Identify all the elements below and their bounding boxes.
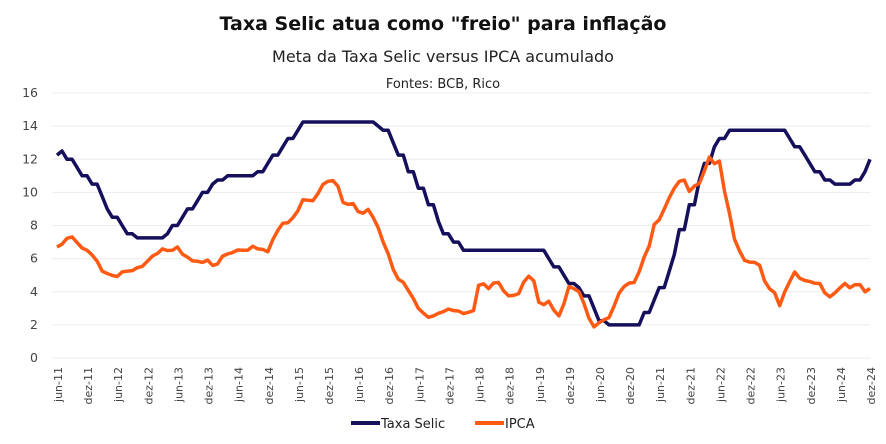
x-tick-label: dez-21 [684, 367, 697, 405]
series-line-taxa-selic [55, 120, 872, 327]
x-tick-label: dez-12 [142, 367, 155, 405]
legend-item-ipca: IPCA [475, 417, 535, 432]
y-tick-label: 14 [22, 118, 38, 133]
x-tick-label: jun-22 [714, 367, 727, 403]
y-tick-label: 4 [30, 284, 38, 299]
x-tick-label: jun-11 [52, 367, 65, 403]
legend: Taxa Selic IPCA [351, 417, 535, 432]
chart-title: Taxa Selic atua como "freio" para inflaç… [220, 13, 667, 35]
y-axis: 0 2 4 6 8 10 12 14 16 [22, 85, 38, 365]
y-tick-label: 2 [30, 317, 38, 332]
x-tick-label: dez-13 [203, 367, 216, 405]
x-tick-label: jun-20 [594, 367, 607, 403]
x-tick-label: dez-22 [745, 367, 758, 405]
x-tick-label: jun-21 [654, 367, 667, 403]
x-tick-label: jun-24 [835, 367, 848, 403]
series-line-ipca [56, 155, 871, 329]
chart-subtitle: Meta da Taxa Selic versus IPCA acumulado [272, 47, 614, 66]
x-tick-label: jun-16 [353, 367, 366, 403]
y-tick-label: 8 [30, 218, 38, 233]
x-tick-label: jun-23 [775, 367, 788, 403]
chart-source: Fontes: BCB, Rico [386, 77, 500, 92]
legend-label-ipca: IPCA [505, 417, 535, 432]
x-tick-label: jun-18 [474, 367, 487, 403]
x-tick-label: dez-17 [443, 367, 456, 405]
x-tick-label: jun-13 [172, 367, 185, 403]
x-axis: jun-11 dez-11 jun-12 dez-12 jun-13 dez-13 jun-… [52, 367, 878, 405]
x-tick-label: dez-24 [865, 367, 878, 405]
x-tick-label: dez-14 [263, 367, 276, 405]
x-tick-label: jun-14 [233, 367, 246, 403]
x-tick-label: jun-12 [112, 367, 125, 403]
x-tick-label: jun-17 [413, 367, 426, 403]
y-tick-label: 6 [30, 251, 38, 266]
x-tick-label: dez-18 [504, 367, 517, 405]
x-tick-label: dez-20 [624, 367, 637, 405]
x-tick-label: dez-15 [323, 367, 336, 405]
x-tick-label: dez-16 [383, 367, 396, 405]
y-tick-label: 16 [22, 85, 38, 100]
y-tick-label: 0 [30, 350, 38, 365]
x-tick-label: dez-19 [564, 367, 577, 405]
legend-label-selic: Taxa Selic [380, 417, 445, 432]
plot-area [55, 120, 872, 329]
y-tick-label: 12 [22, 151, 38, 166]
y-tick-label: 10 [22, 184, 38, 199]
x-tick-label: dez-23 [805, 367, 818, 405]
x-tick-label: dez-11 [82, 367, 95, 405]
x-tick-label: jun-19 [534, 367, 547, 403]
x-tick-label: jun-15 [293, 367, 306, 403]
legend-item-selic: Taxa Selic [351, 417, 445, 432]
